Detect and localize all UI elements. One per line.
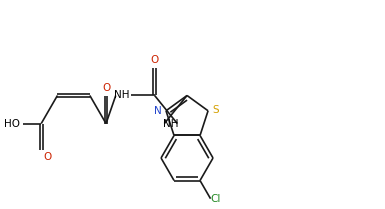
Text: O: O bbox=[102, 83, 110, 93]
Text: NH: NH bbox=[114, 90, 130, 101]
Text: NH: NH bbox=[163, 119, 179, 129]
Text: Cl: Cl bbox=[211, 194, 221, 204]
Text: O: O bbox=[151, 55, 159, 65]
Text: HO: HO bbox=[4, 119, 20, 129]
Text: O: O bbox=[43, 152, 51, 162]
Text: N: N bbox=[154, 106, 161, 116]
Text: S: S bbox=[213, 105, 219, 115]
